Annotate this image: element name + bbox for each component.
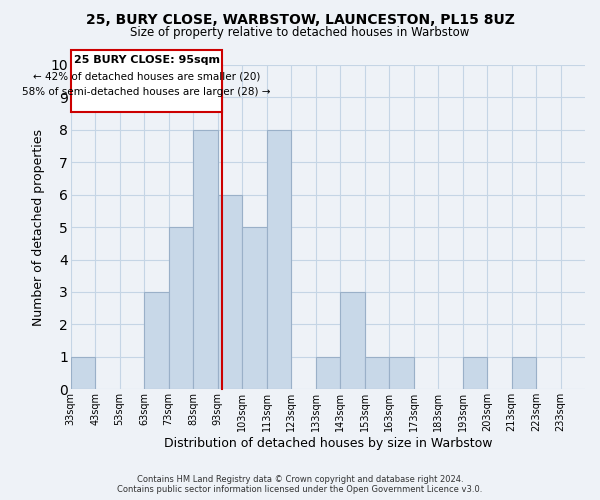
Text: Size of property relative to detached houses in Warbstow: Size of property relative to detached ho… [130, 26, 470, 39]
X-axis label: Distribution of detached houses by size in Warbstow: Distribution of detached houses by size … [164, 437, 492, 450]
Bar [242, 227, 266, 390]
Bar [512, 357, 536, 390]
Text: 25, BURY CLOSE, WARBSTOW, LAUNCESTON, PL15 8UZ: 25, BURY CLOSE, WARBSTOW, LAUNCESTON, PL… [86, 12, 514, 26]
Y-axis label: Number of detached properties: Number of detached properties [32, 128, 44, 326]
Bar [463, 357, 487, 390]
Bar [169, 227, 193, 390]
Bar [266, 130, 291, 390]
Bar [71, 50, 223, 112]
Text: 25 BURY CLOSE: 95sqm: 25 BURY CLOSE: 95sqm [74, 55, 220, 65]
Bar [193, 130, 218, 390]
Bar [365, 357, 389, 390]
Text: Contains public sector information licensed under the Open Government Licence v3: Contains public sector information licen… [118, 485, 482, 494]
Bar [144, 292, 169, 390]
Bar [340, 292, 365, 390]
Bar [218, 194, 242, 390]
Text: Contains HM Land Registry data © Crown copyright and database right 2024.: Contains HM Land Registry data © Crown c… [137, 475, 463, 484]
Bar [389, 357, 413, 390]
Bar [316, 357, 340, 390]
Text: ← 42% of detached houses are smaller (20): ← 42% of detached houses are smaller (20… [33, 71, 260, 81]
Bar [71, 357, 95, 390]
Text: 58% of semi-detached houses are larger (28) →: 58% of semi-detached houses are larger (… [22, 88, 271, 98]
